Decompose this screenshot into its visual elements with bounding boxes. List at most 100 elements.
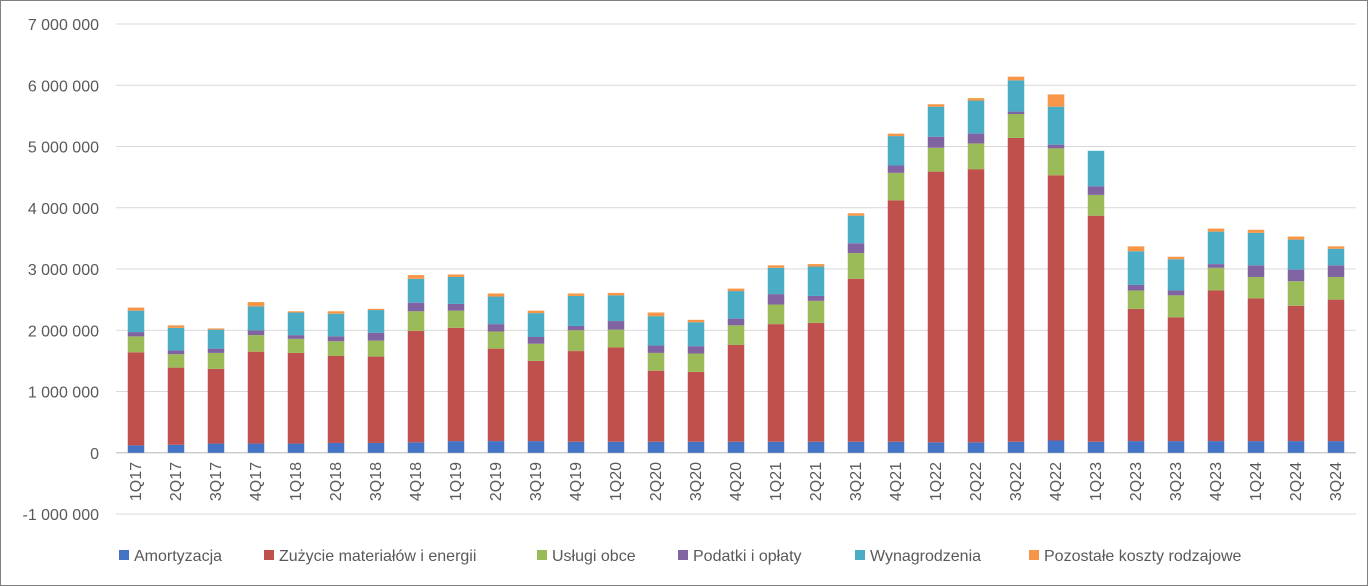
bar-segment-1-3Q20	[687, 371, 705, 442]
x-tick-label: 1Q17	[128, 462, 145, 501]
bar-segment-2-2Q24	[1287, 281, 1305, 306]
bar-segment-3-4Q18	[407, 302, 425, 312]
bar-segment-4-1Q18	[287, 312, 305, 336]
bar-segment-5-2Q22	[967, 98, 985, 101]
bar-segment-3-4Q21	[887, 165, 905, 173]
bar-segment-3-3Q22	[1007, 111, 1025, 115]
bar-segment-0-4Q19	[567, 441, 585, 453]
bar-segment-4-4Q18	[407, 278, 425, 303]
bar-segment-5-2Q17	[167, 325, 185, 328]
bars	[127, 76, 1345, 453]
x-tick-label: 2Q22	[968, 462, 985, 501]
bar-segment-2-4Q20	[727, 325, 745, 345]
bar-segment-5-2Q21	[807, 264, 825, 267]
bar-segment-3-2Q19	[487, 324, 505, 332]
bar-segment-3-4Q19	[567, 325, 585, 331]
bar-segment-2-3Q20	[687, 353, 705, 372]
bar-segment-2-3Q18	[367, 340, 385, 357]
x-tick-label: 4Q22	[1048, 462, 1065, 501]
bar-segment-3-1Q17	[127, 332, 145, 337]
bar-segment-5-4Q19	[567, 293, 585, 296]
legend-swatch	[119, 550, 129, 560]
bar-segment-2-1Q22	[927, 147, 945, 172]
bar-segment-0-4Q21	[887, 441, 905, 453]
legend-label: Wynagrodzenia	[870, 548, 981, 565]
bar-segment-2-1Q21	[767, 304, 785, 325]
bar-segment-2-2Q21	[807, 300, 825, 323]
x-tick-label: 1Q20	[608, 462, 625, 501]
x-tick-label: 1Q19	[448, 462, 465, 501]
x-tick-label: 3Q19	[528, 462, 545, 501]
bar-segment-0-1Q24	[1247, 441, 1265, 453]
x-tick-label: 1Q22	[928, 462, 945, 501]
bar-segment-3-4Q22	[1047, 144, 1065, 149]
legend-label: Pozostałe koszty rodzajowe	[1044, 548, 1242, 565]
bar-segment-4-3Q22	[1007, 80, 1025, 112]
bar-segment-1-2Q18	[327, 355, 345, 443]
bar-segment-4-2Q23	[1127, 251, 1145, 285]
x-tick-label: 2Q23	[1128, 462, 1145, 501]
bar-segment-4-4Q22	[1047, 106, 1065, 145]
x-tick-label: 2Q18	[328, 462, 345, 501]
bar-segment-4-2Q22	[967, 100, 985, 134]
bar-segment-1-3Q18	[367, 356, 385, 443]
y-tick-label: 0	[90, 446, 99, 463]
bar-segment-1-4Q17	[247, 351, 265, 444]
x-tick-label: 4Q18	[408, 462, 425, 501]
bar-segment-5-4Q20	[727, 288, 745, 292]
bar-segment-0-3Q24	[1327, 441, 1345, 453]
bar-segment-4-4Q23	[1207, 231, 1225, 265]
bar-segment-3-3Q20	[687, 346, 705, 354]
bar-segment-0-2Q17	[167, 444, 185, 453]
bar-segment-2-4Q21	[887, 172, 905, 201]
bar-segment-4-1Q21	[767, 267, 785, 295]
bar-segment-0-2Q23	[1127, 441, 1145, 453]
bar-segment-3-2Q20	[647, 345, 665, 353]
bar-segment-3-2Q24	[1287, 269, 1305, 282]
bar-segment-1-1Q18	[287, 352, 305, 444]
bar-segment-0-1Q20	[607, 441, 625, 453]
bar-segment-2-3Q19	[527, 343, 545, 361]
x-tick-label: 2Q24	[1288, 462, 1305, 501]
y-tick-label: 4 000 000	[28, 201, 99, 218]
legend-label: Amortyzacja	[134, 548, 222, 565]
bar-segment-4-3Q21	[847, 215, 865, 244]
bar-segment-0-4Q20	[727, 441, 745, 453]
x-tick-label: 1Q21	[768, 462, 785, 501]
x-tick-label: 1Q18	[288, 462, 305, 501]
x-tick-label: 2Q19	[488, 462, 505, 501]
y-tick-label: 5 000 000	[28, 140, 99, 157]
bar-segment-3-2Q22	[967, 133, 985, 144]
bar-segment-1-4Q19	[567, 351, 585, 442]
bar-segment-3-1Q18	[287, 335, 305, 339]
bar-segment-4-2Q19	[487, 296, 505, 325]
bar-segment-2-1Q20	[607, 329, 625, 348]
bar-segment-5-4Q18	[407, 275, 425, 279]
bar-segment-5-3Q18	[367, 308, 385, 311]
legend-label: Zużycie materiałów i energii	[279, 548, 476, 565]
bar-segment-5-3Q22	[1007, 76, 1025, 81]
bar-segment-0-1Q19	[447, 441, 465, 453]
bar-segment-1-3Q21	[847, 278, 865, 442]
bar-segment-1-2Q20	[647, 370, 665, 442]
bar-segment-5-1Q18	[287, 311, 305, 313]
y-tick-label: 3 000 000	[28, 262, 99, 279]
x-tick-label: 4Q20	[728, 462, 745, 501]
bar-segment-0-3Q20	[687, 441, 705, 453]
x-tick-label: 3Q20	[688, 462, 705, 501]
bar-segment-1-2Q24	[1287, 305, 1305, 442]
bar-segment-5-1Q19	[447, 274, 465, 277]
bar-segment-4-3Q20	[687, 322, 705, 347]
y-tick-label: 1 000 000	[28, 385, 99, 402]
bar-segment-2-3Q17	[207, 352, 225, 369]
bar-segment-4-4Q17	[247, 306, 265, 331]
bar-segment-0-3Q21	[847, 441, 865, 453]
bar-segment-4-1Q17	[127, 310, 145, 333]
legend-swatch	[1029, 550, 1039, 560]
x-tick-label: 3Q22	[1008, 462, 1025, 501]
bar-segment-2-1Q23	[1087, 194, 1105, 216]
bar-segment-0-1Q21	[767, 441, 785, 453]
bar-segment-3-3Q23	[1167, 290, 1185, 296]
